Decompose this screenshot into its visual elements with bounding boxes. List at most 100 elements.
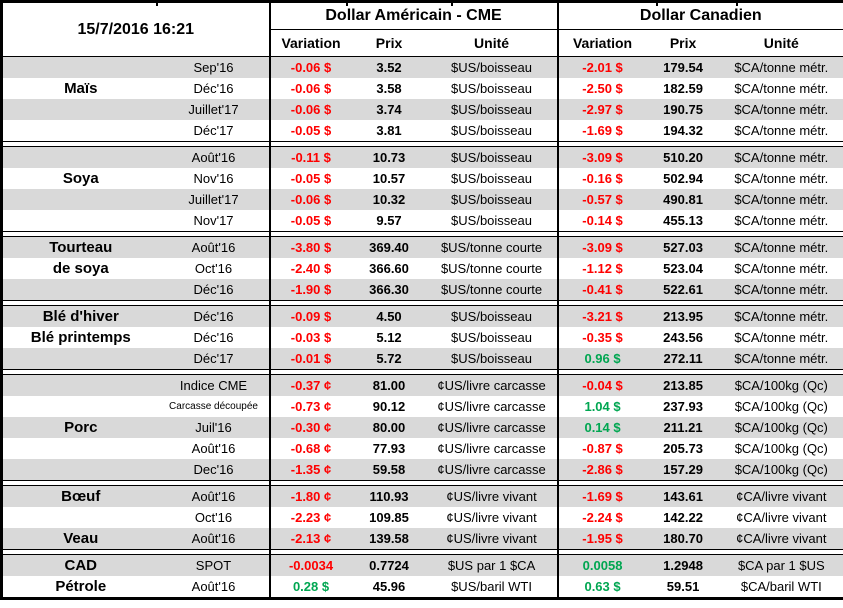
category-cell bbox=[2, 396, 159, 417]
us-unit-cell: $US/tonne courte bbox=[426, 258, 559, 279]
table-row: Déc'17 -0.01 $5.72 $US/boisseau 0.96 $272.1… bbox=[1, 348, 843, 370]
category-cell bbox=[1, 459, 159, 481]
us-price-cell: 5.72 bbox=[351, 348, 427, 370]
ca-price-cell: 455.13 bbox=[663, 213, 703, 228]
table-body: Sep'16 -0.06 $3.52 $US/boisseau -2.01 $179.… bbox=[1, 56, 843, 599]
separator-cell bbox=[557, 480, 843, 486]
section-separator bbox=[1, 231, 843, 237]
separator-cell bbox=[269, 480, 559, 486]
month-cell: Déc'16 bbox=[158, 279, 271, 301]
category-cell bbox=[2, 507, 159, 528]
category-cell: Pétrole bbox=[55, 578, 107, 595]
separator-cell bbox=[269, 300, 559, 306]
month-cell: Juillet'17 bbox=[158, 189, 271, 210]
us-variation-cell: -0.09 $ bbox=[269, 305, 352, 327]
separator-cell bbox=[557, 231, 843, 237]
category-cell bbox=[1, 279, 159, 301]
ca-price-cell: 502.94 bbox=[663, 171, 703, 186]
ca-variation-cell: 0.0058 bbox=[557, 554, 647, 576]
ca-variation-cell: -0.87 $ bbox=[582, 441, 623, 456]
ca-price-cell: 1.2948 bbox=[646, 554, 720, 576]
datetime-label: 15/7/2016 16:21 bbox=[1, 1, 271, 57]
ca-unit-cell: ¢CA/livre vivant bbox=[736, 510, 827, 525]
table-row: Sep'16 -0.06 $3.52 $US/boisseau -2.01 $179.… bbox=[1, 56, 843, 78]
table-row: Maïs Déc'16 -0.06 $ 3.58 $US/boisseau -2.50 $… bbox=[2, 78, 843, 99]
month-cell: Oct'16 bbox=[158, 507, 271, 528]
us-unit-cell: $US/boisseau bbox=[426, 78, 559, 99]
us-price-cell: 110.93 bbox=[351, 485, 427, 507]
ca-unit-cell: $CA/tonne métr. bbox=[719, 279, 843, 301]
us-unit-cell: $US/boisseau bbox=[426, 189, 559, 210]
us-price-cell: 45.96 bbox=[372, 579, 406, 594]
month-cell: Nov'17 bbox=[158, 210, 271, 232]
us-unit-cell: ¢US/livre carcasse bbox=[426, 396, 559, 417]
ca-unit-cell: $CA/100kg (Qc) bbox=[719, 459, 843, 481]
ca-price-cell: 194.32 bbox=[663, 123, 703, 138]
month-cell: Août'16 bbox=[158, 438, 271, 459]
us-unit-cell: $US/tonne courte bbox=[426, 279, 559, 301]
ca-price-cell: 213.95 bbox=[646, 305, 720, 327]
separator-cell bbox=[557, 369, 843, 375]
ca-unit-cell: $CA/tonne métr. bbox=[719, 99, 843, 120]
table-row: Août'16 -0.11 $10.73 $US/boisseau -3.09 $51… bbox=[1, 146, 843, 168]
us-unit-cell: $US/boisseau bbox=[426, 120, 559, 142]
us-price-cell: 4.50 bbox=[351, 305, 427, 327]
ca-price-cell: 527.03 bbox=[646, 236, 720, 258]
table-row: Veau Août'16 -2.13 ¢ 139.58 ¢US/livre vivant… bbox=[1, 528, 843, 550]
ca-unit-cell: $CA/baril WTI bbox=[740, 579, 822, 594]
table-row: Dec'16 -1.35 ¢ 59.58 ¢US/livre carcasse -2.8… bbox=[1, 459, 843, 481]
us-variation-cell: -0.30 ¢ bbox=[269, 417, 352, 438]
ca-unit-cell: $CA/tonne métr. bbox=[734, 213, 829, 228]
month-cell: Août'16 bbox=[158, 146, 271, 168]
table-row: Blé d'hiver Déc'16 -0.09 $4.50 $US/boisseau… bbox=[1, 305, 843, 327]
ca-variation-cell: -0.16 $ bbox=[582, 171, 623, 186]
us-unit-cell: $US/boisseau bbox=[426, 56, 559, 78]
us-variation-cell: -0.73 ¢ bbox=[290, 399, 332, 414]
month-cell: Août'16 bbox=[158, 236, 271, 258]
table-row: Blé printemps Déc'16 -0.03 $ 5.12 $US/boisse… bbox=[2, 327, 843, 348]
us-unit-cell: $US/baril WTI bbox=[426, 576, 559, 599]
ca-variation-cell: -1.12 $ bbox=[582, 261, 623, 276]
month-cell: Déc'16 bbox=[158, 305, 271, 327]
us-unit-cell: ¢US/livre vivant bbox=[426, 507, 559, 528]
us-unit-cell: ¢US/livre carcasse bbox=[426, 459, 559, 481]
us-price-cell: 3.52 bbox=[351, 56, 427, 78]
category-cell: Soya bbox=[62, 170, 99, 187]
ca-price-cell: 179.54 bbox=[646, 56, 720, 78]
separator-cell bbox=[557, 300, 843, 306]
table-row: Porc Juil'16 -0.30 ¢ 80.00 ¢US/livre carcass… bbox=[1, 417, 843, 438]
us-variation-cell: -0.03 $ bbox=[290, 330, 332, 345]
section-separator bbox=[1, 141, 843, 147]
ca-unit-cell: $CA/tonne métr. bbox=[719, 189, 843, 210]
ca-unit-cell: $CA/tonne métr. bbox=[734, 171, 829, 186]
us-variation-cell: -3.80 $ bbox=[269, 236, 352, 258]
month-cell: Déc'16 bbox=[158, 78, 271, 99]
ca-unit-cell: $CA par 1 $US bbox=[719, 554, 843, 576]
separator-cell bbox=[557, 549, 843, 555]
ca-price-header: Prix bbox=[646, 29, 720, 57]
month-cell: Juil'16 bbox=[158, 417, 271, 438]
ca-dollar-section-title: Dollar Canadien bbox=[557, 1, 843, 30]
ca-variation-cell: -0.57 $ bbox=[557, 189, 647, 210]
table-row: Indice CME -0.37 ¢ 81.00 ¢US/livre carcasse… bbox=[1, 374, 843, 396]
ca-price-cell: 190.75 bbox=[646, 99, 720, 120]
us-variation-cell: -0.05 $ bbox=[290, 123, 332, 138]
ca-variation-cell: -0.35 $ bbox=[582, 330, 623, 345]
table-row: Bœuf Août'16 -1.80 ¢ 110.93 ¢US/livre vivant… bbox=[1, 485, 843, 507]
us-variation-cell: -0.06 $ bbox=[269, 99, 352, 120]
month-cell: Sep'16 bbox=[158, 56, 271, 78]
section-separator bbox=[1, 369, 843, 375]
month-cell: Juillet'17 bbox=[158, 99, 271, 120]
ca-variation-header: Variation bbox=[557, 29, 647, 57]
us-unit-cell: $US/boisseau bbox=[426, 99, 559, 120]
ca-variation-cell: -2.97 $ bbox=[557, 99, 647, 120]
ca-price-cell: 523.04 bbox=[663, 261, 703, 276]
category-cell bbox=[1, 189, 159, 210]
us-unit-cell: $US/boisseau bbox=[426, 210, 559, 232]
month-cell: Déc'17 bbox=[158, 348, 271, 370]
table-row: Pétrole Août'16 0.28 $ 45.96 $US/baril WTI 0.… bbox=[2, 576, 843, 599]
ca-unit-cell: ¢CA/livre vivant bbox=[719, 485, 843, 507]
us-variation-cell: -0.68 ¢ bbox=[290, 441, 332, 456]
ca-variation-cell: -0.14 $ bbox=[582, 213, 623, 228]
ca-variation-cell: -1.95 $ bbox=[557, 528, 647, 550]
